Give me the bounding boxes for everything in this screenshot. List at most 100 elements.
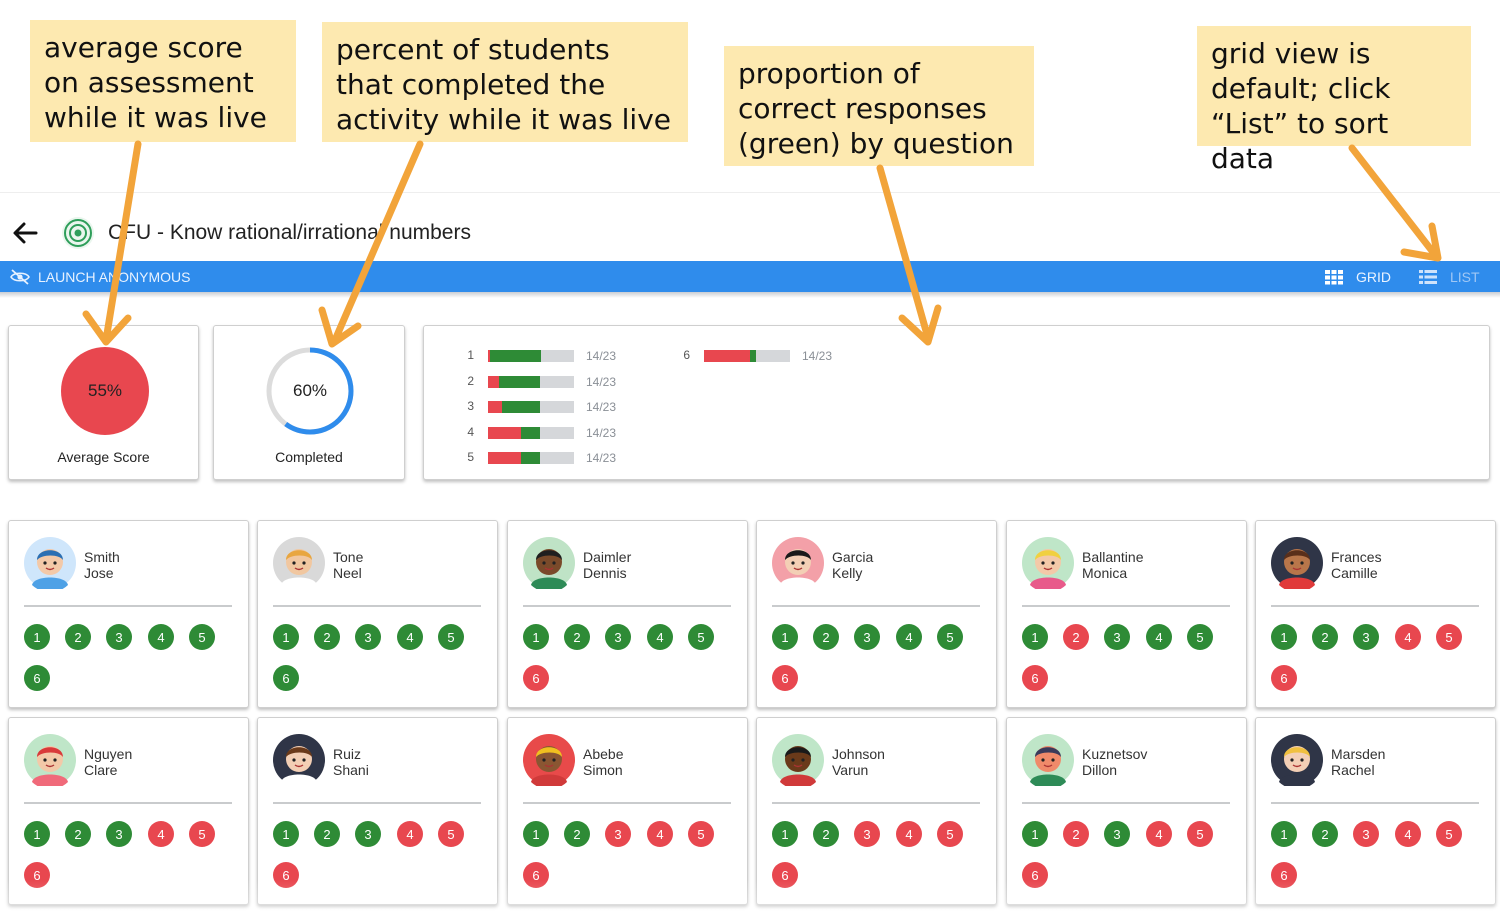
answer-dot[interactable]: 6 bbox=[772, 665, 798, 691]
answer-dot[interactable]: 3 bbox=[605, 821, 631, 847]
student-card[interactable]: Daimler Dennis 1 2 3 4 5 6 bbox=[507, 520, 748, 708]
answer-dot[interactable]: 1 bbox=[1022, 624, 1048, 650]
answer-dot[interactable]: 3 bbox=[854, 821, 880, 847]
student-card[interactable]: Smith Jose 1 2 3 4 5 6 bbox=[8, 520, 249, 708]
answer-dot[interactable]: 4 bbox=[896, 624, 922, 650]
answer-dot[interactable]: 5 bbox=[1436, 821, 1462, 847]
answer-dot[interactable]: 4 bbox=[397, 624, 423, 650]
student-card[interactable]: Ruiz Shani 1 2 3 4 5 6 bbox=[257, 717, 498, 905]
answer-dot[interactable]: 6 bbox=[1271, 665, 1297, 691]
answer-dot[interactable]: 4 bbox=[148, 624, 174, 650]
answer-dot[interactable]: 5 bbox=[688, 624, 714, 650]
answer-dot[interactable]: 5 bbox=[1187, 624, 1213, 650]
answer-dot[interactable]: 6 bbox=[273, 665, 299, 691]
answer-dot[interactable]: 6 bbox=[523, 665, 549, 691]
activity-target-icon bbox=[60, 215, 96, 251]
answer-dot[interactable]: 6 bbox=[1271, 862, 1297, 888]
answer-dot[interactable]: 5 bbox=[937, 624, 963, 650]
answer-dot[interactable]: 5 bbox=[189, 821, 215, 847]
answer-dot[interactable]: 6 bbox=[1022, 665, 1048, 691]
grid-view-button[interactable]: GRID bbox=[1324, 261, 1391, 292]
answer-dot[interactable]: 3 bbox=[1353, 821, 1379, 847]
answer-dot[interactable]: 4 bbox=[896, 821, 922, 847]
student-card[interactable]: Nguyen Clare 1 2 3 4 5 6 bbox=[8, 717, 249, 905]
answer-dot[interactable]: 5 bbox=[688, 821, 714, 847]
student-card[interactable]: Marsden Rachel 1 2 3 4 5 6 bbox=[1255, 717, 1496, 905]
answer-dot[interactable]: 3 bbox=[854, 624, 880, 650]
student-card[interactable]: Abebe Simon 1 2 3 4 5 6 bbox=[507, 717, 748, 905]
answer-dot[interactable]: 6 bbox=[24, 665, 50, 691]
list-view-button[interactable]: LIST bbox=[1418, 261, 1480, 292]
answer-dot[interactable]: 3 bbox=[605, 624, 631, 650]
answer-dot[interactable]: 2 bbox=[813, 624, 839, 650]
answer-dot[interactable]: 6 bbox=[24, 862, 50, 888]
answer-dot[interactable]: 2 bbox=[314, 624, 340, 650]
answer-dot[interactable]: 1 bbox=[273, 624, 299, 650]
answer-dot[interactable]: 1 bbox=[273, 821, 299, 847]
launch-anonymous-button[interactable]: LAUNCH ANONYMOUS bbox=[10, 261, 190, 292]
answer-dot[interactable]: 1 bbox=[24, 624, 50, 650]
answer-dot[interactable]: 4 bbox=[1146, 624, 1172, 650]
app-top-divider bbox=[0, 192, 1500, 193]
answer-dot[interactable]: 6 bbox=[273, 862, 299, 888]
answer-dot[interactable]: 1 bbox=[772, 821, 798, 847]
student-card[interactable]: Ballantine Monica 1 2 3 4 5 6 bbox=[1006, 520, 1247, 708]
annotation-average-score: average score on assessment while it was… bbox=[30, 20, 296, 142]
answer-dot[interactable]: 4 bbox=[1395, 821, 1421, 847]
answer-dot[interactable]: 1 bbox=[523, 624, 549, 650]
answer-dot[interactable]: 4 bbox=[1146, 821, 1172, 847]
answer-dot[interactable]: 1 bbox=[523, 821, 549, 847]
answer-dot[interactable]: 2 bbox=[314, 821, 340, 847]
student-card[interactable]: Johnson Varun 1 2 3 4 5 6 bbox=[756, 717, 997, 905]
avatar bbox=[1022, 537, 1074, 589]
answer-dot[interactable]: 4 bbox=[397, 821, 423, 847]
avatar bbox=[273, 734, 325, 786]
question-bar-correct bbox=[501, 401, 540, 413]
answer-dot[interactable]: 1 bbox=[24, 821, 50, 847]
student-name: Ballantine Monica bbox=[1082, 549, 1144, 581]
answer-dot[interactable]: 4 bbox=[1395, 624, 1421, 650]
avatar bbox=[1022, 734, 1074, 786]
answer-dot[interactable]: 6 bbox=[772, 862, 798, 888]
answer-dot[interactable]: 6 bbox=[523, 862, 549, 888]
answer-dot[interactable]: 4 bbox=[647, 624, 673, 650]
answer-dot[interactable]: 2 bbox=[564, 821, 590, 847]
answer-dot[interactable]: 3 bbox=[1353, 624, 1379, 650]
student-card[interactable]: Tone Neel 1 2 3 4 5 6 bbox=[257, 520, 498, 708]
answer-dot[interactable]: 1 bbox=[772, 624, 798, 650]
answer-dot[interactable]: 5 bbox=[937, 821, 963, 847]
student-card[interactable]: Kuznetsov Dillon 1 2 3 4 5 6 bbox=[1006, 717, 1247, 905]
answer-dot[interactable]: 5 bbox=[438, 624, 464, 650]
answer-dot[interactable]: 2 bbox=[65, 821, 91, 847]
answer-dot[interactable]: 5 bbox=[438, 821, 464, 847]
answer-dot[interactable]: 3 bbox=[355, 624, 381, 650]
answer-dot[interactable]: 2 bbox=[813, 821, 839, 847]
question-bar-correct bbox=[489, 350, 542, 362]
student-card[interactable]: Frances Camille 1 2 3 4 5 6 bbox=[1255, 520, 1496, 708]
answer-dot[interactable]: 1 bbox=[1022, 821, 1048, 847]
answer-dot[interactable]: 3 bbox=[106, 821, 132, 847]
answer-dot[interactable]: 3 bbox=[1104, 821, 1130, 847]
answer-dot[interactable]: 3 bbox=[106, 624, 132, 650]
answer-dot[interactable]: 2 bbox=[1063, 821, 1089, 847]
answer-dot[interactable]: 4 bbox=[647, 821, 673, 847]
answer-dot[interactable]: 5 bbox=[189, 624, 215, 650]
answer-dot[interactable]: 2 bbox=[1063, 624, 1089, 650]
answer-dot[interactable]: 1 bbox=[1271, 821, 1297, 847]
answer-dot[interactable]: 3 bbox=[1104, 624, 1130, 650]
answer-dot[interactable]: 1 bbox=[1271, 624, 1297, 650]
answer-dot[interactable]: 4 bbox=[148, 821, 174, 847]
question-number: 1 bbox=[467, 348, 474, 362]
annotation-completed: percent of students that completed the a… bbox=[322, 22, 688, 142]
student-card[interactable]: Garcia Kelly 1 2 3 4 5 6 bbox=[756, 520, 997, 708]
back-button[interactable] bbox=[8, 213, 44, 253]
answer-dot[interactable]: 2 bbox=[1312, 624, 1338, 650]
answer-dot[interactable]: 2 bbox=[65, 624, 91, 650]
answer-dot[interactable]: 2 bbox=[564, 624, 590, 650]
question-row: 3 14/23 bbox=[462, 399, 662, 414]
answer-dot[interactable]: 3 bbox=[355, 821, 381, 847]
answer-dot[interactable]: 2 bbox=[1312, 821, 1338, 847]
answer-dot[interactable]: 5 bbox=[1187, 821, 1213, 847]
answer-dot[interactable]: 6 bbox=[1022, 862, 1048, 888]
answer-dot[interactable]: 5 bbox=[1436, 624, 1462, 650]
